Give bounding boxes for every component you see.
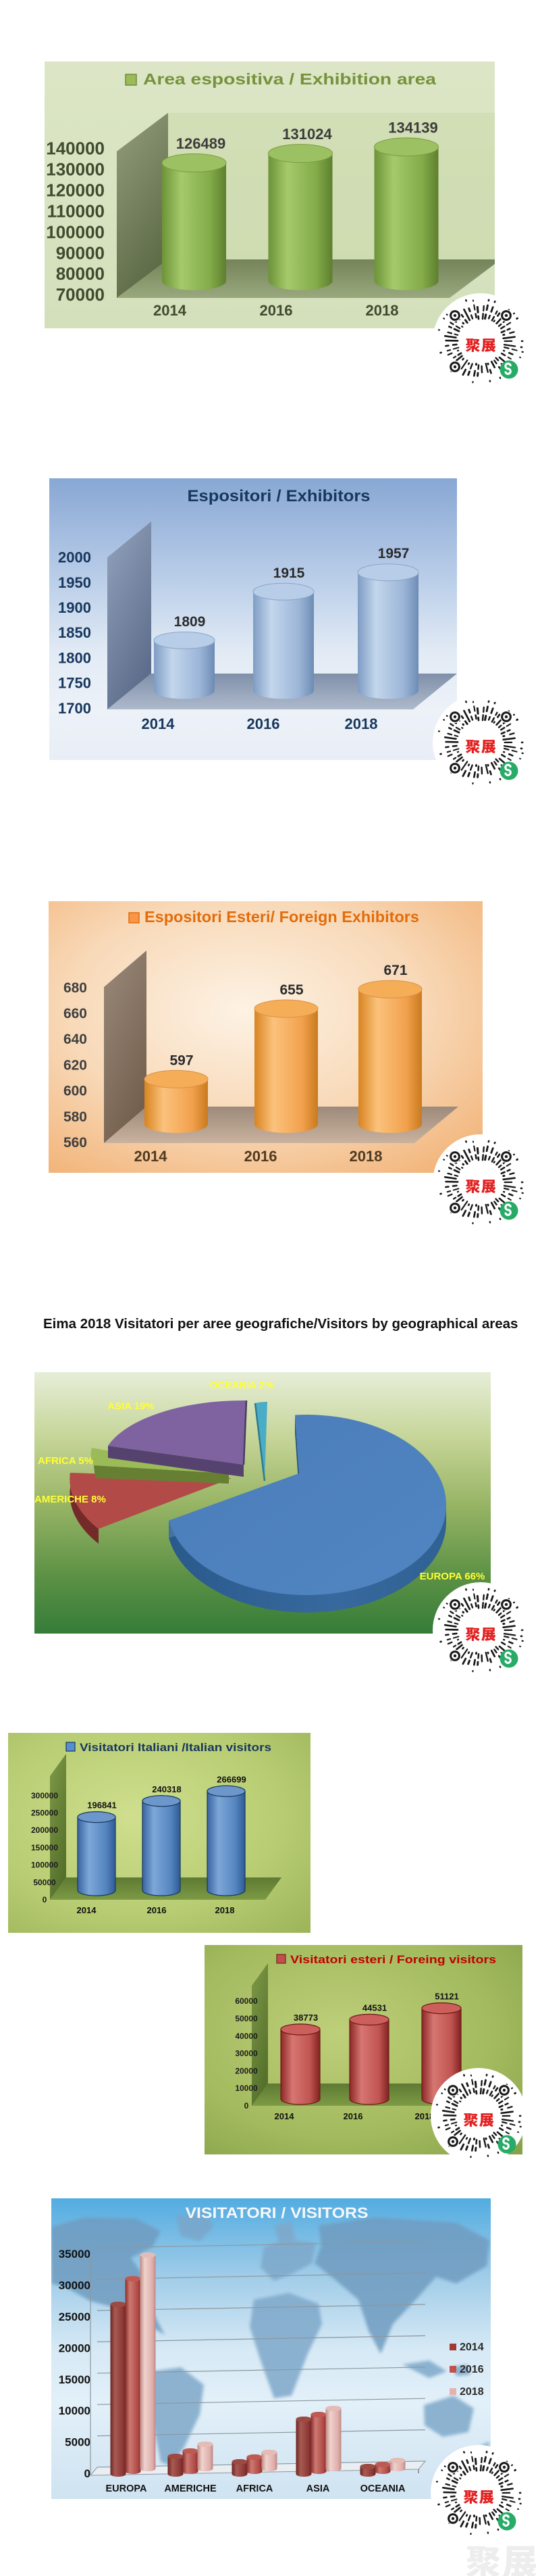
svg-text:35000: 35000 xyxy=(59,2248,90,2261)
svg-text:44531: 44531 xyxy=(362,2003,387,2013)
svg-text:680: 680 xyxy=(63,980,87,996)
svg-text:120000: 120000 xyxy=(46,180,105,200)
svg-text:640: 640 xyxy=(63,1032,87,1047)
svg-text:1957: 1957 xyxy=(378,546,410,561)
svg-text:Area espositiva / Exhibition a: Area espositiva / Exhibition area xyxy=(143,70,437,88)
svg-text:600: 600 xyxy=(63,1084,87,1099)
svg-text:1800: 1800 xyxy=(58,649,91,666)
svg-text:2000: 2000 xyxy=(58,549,91,566)
svg-text:1915: 1915 xyxy=(273,565,305,581)
svg-text:100000: 100000 xyxy=(31,1861,58,1870)
svg-text:1700: 1700 xyxy=(58,700,91,717)
svg-text:ASIA: ASIA xyxy=(306,2483,330,2494)
svg-text:50000: 50000 xyxy=(235,2014,258,2023)
svg-text:2014: 2014 xyxy=(134,1148,168,1165)
svg-text:126489: 126489 xyxy=(176,135,225,152)
svg-text:10000: 10000 xyxy=(59,2404,90,2417)
svg-text:OCEANIA 2%: OCEANIA 2% xyxy=(210,1380,273,1391)
svg-text:2018: 2018 xyxy=(215,1905,235,1915)
svg-text:VISITATORI / VISITORS: VISITATORI / VISITORS xyxy=(186,2204,369,2221)
svg-text:90000: 90000 xyxy=(56,243,105,263)
svg-text:EUROPA: EUROPA xyxy=(106,2483,147,2494)
svg-text:15000: 15000 xyxy=(59,2373,90,2386)
svg-text:2016: 2016 xyxy=(460,2364,484,2375)
svg-text:38773: 38773 xyxy=(294,2013,318,2023)
svg-text:AFRICA 5%: AFRICA 5% xyxy=(38,1455,93,1467)
svg-text:100000: 100000 xyxy=(46,222,105,242)
svg-text:2014: 2014 xyxy=(77,1905,97,1915)
svg-text:2014: 2014 xyxy=(275,2111,295,2121)
svg-text:50000: 50000 xyxy=(33,1877,56,1887)
svg-text:2014: 2014 xyxy=(460,2342,484,2353)
svg-text:560: 560 xyxy=(63,1135,87,1151)
svg-text:597: 597 xyxy=(169,1053,193,1068)
svg-text:200000: 200000 xyxy=(31,1825,58,1835)
svg-text:1809: 1809 xyxy=(174,614,206,630)
svg-text:2016: 2016 xyxy=(247,715,280,732)
svg-text:Espositori Esteri/ Foreign Ex: Espositori Esteri/ Foreign Exhibitors xyxy=(144,908,419,926)
svg-text:2014: 2014 xyxy=(142,715,176,732)
svg-text:Visitatori Italiani /Italian v: Visitatori Italiani /Italian visitors xyxy=(80,1741,271,1754)
svg-text:196841: 196841 xyxy=(87,1800,116,1811)
svg-text:2018: 2018 xyxy=(415,2111,435,2121)
svg-text:2016: 2016 xyxy=(147,1905,167,1915)
svg-text:OCEANIA: OCEANIA xyxy=(360,2483,406,2494)
svg-text:30000: 30000 xyxy=(59,2279,90,2292)
svg-text:AMERICHE: AMERICHE xyxy=(164,2483,217,2494)
svg-text:EUROPA 66%: EUROPA 66% xyxy=(420,1571,485,1582)
svg-text:70000: 70000 xyxy=(56,284,105,305)
svg-text:5000: 5000 xyxy=(65,2436,90,2449)
svg-text:0: 0 xyxy=(244,2101,249,2111)
svg-text:30000: 30000 xyxy=(235,2049,258,2059)
svg-text:150000: 150000 xyxy=(31,1843,58,1852)
svg-text:AFRICA: AFRICA xyxy=(236,2483,273,2494)
svg-text:140000: 140000 xyxy=(46,138,105,159)
svg-text:10000: 10000 xyxy=(235,2083,258,2093)
svg-text:2016: 2016 xyxy=(344,2111,363,2121)
svg-text:20000: 20000 xyxy=(235,2066,258,2075)
svg-text:1750: 1750 xyxy=(58,675,91,692)
svg-text:671: 671 xyxy=(383,963,407,978)
svg-text:20000: 20000 xyxy=(59,2342,90,2354)
svg-text:1900: 1900 xyxy=(58,599,91,616)
svg-text:2016: 2016 xyxy=(244,1148,277,1165)
svg-text:51121: 51121 xyxy=(435,1992,458,2002)
svg-text:620: 620 xyxy=(63,1057,87,1073)
svg-text:Visitatori esteri / Foreing vi: Visitatori esteri / Foreing visitors xyxy=(290,1953,496,1966)
svg-text:300000: 300000 xyxy=(31,1791,58,1800)
svg-text:2018: 2018 xyxy=(345,715,378,732)
svg-text:2018: 2018 xyxy=(366,302,399,319)
svg-text:240318: 240318 xyxy=(152,1784,181,1794)
svg-text:131024: 131024 xyxy=(282,126,332,143)
svg-text:Espositori / Exhibitors: Espositori / Exhibitors xyxy=(188,487,371,505)
svg-text:266699: 266699 xyxy=(217,1774,246,1784)
svg-text:80000: 80000 xyxy=(56,263,105,284)
svg-text:40000: 40000 xyxy=(235,2031,258,2041)
svg-text:655: 655 xyxy=(279,982,303,998)
svg-text:2018: 2018 xyxy=(460,2386,484,2398)
svg-text:1950: 1950 xyxy=(58,574,91,591)
svg-text:110000: 110000 xyxy=(47,201,105,221)
svg-text:60000: 60000 xyxy=(235,1996,258,2006)
svg-text:2016: 2016 xyxy=(260,302,293,319)
svg-text:660: 660 xyxy=(63,1006,87,1021)
svg-text:580: 580 xyxy=(63,1109,87,1125)
svg-text:ASIA 19%: ASIA 19% xyxy=(107,1400,154,1412)
svg-text:0: 0 xyxy=(84,2467,90,2480)
svg-text:250000: 250000 xyxy=(31,1809,58,1818)
svg-text:1850: 1850 xyxy=(58,624,91,641)
svg-text:AMERICHE 8%: AMERICHE 8% xyxy=(34,1494,106,1505)
svg-text:25000: 25000 xyxy=(59,2310,90,2323)
svg-text:2018: 2018 xyxy=(350,1148,383,1165)
svg-text:2014: 2014 xyxy=(153,302,187,319)
svg-text:130000: 130000 xyxy=(46,159,105,180)
svg-text:134139: 134139 xyxy=(388,120,437,136)
svg-text:0: 0 xyxy=(43,1895,47,1904)
